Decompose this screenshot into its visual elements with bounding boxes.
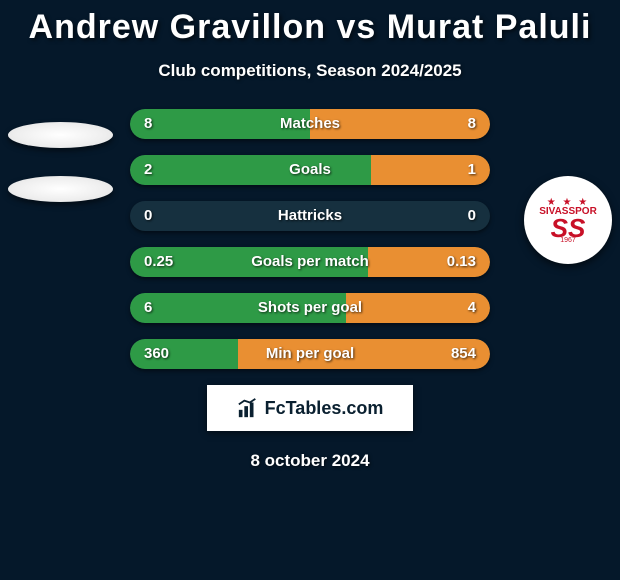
club-logo-text: SS <box>551 217 586 239</box>
player-left-badge-1 <box>8 122 113 148</box>
stat-label: Hattricks <box>130 201 490 231</box>
brand-badge: FcTables.com <box>207 385 413 431</box>
stats-container: 8Matches8 2Goals1 0Hattricks0 0.25Goals per… <box>130 109 490 369</box>
club-right-badge: ★ ★ ★ SIVASSPOR SS 1967 <box>524 176 612 264</box>
stat-value-right: 0 <box>468 201 476 231</box>
date-label: 8 october 2024 <box>0 451 620 471</box>
stat-row: 8Matches8 <box>130 109 490 139</box>
page-title: Andrew Gravillon vs Murat Paluli <box>0 0 620 47</box>
club-year: 1967 <box>560 237 576 244</box>
stat-row: 0Hattricks0 <box>130 201 490 231</box>
stat-value-right: 8 <box>468 109 476 139</box>
stat-row: 6Shots per goal4 <box>130 293 490 323</box>
stat-value-right: 0.13 <box>447 247 476 277</box>
stat-label: Goals <box>130 155 490 185</box>
chart-icon <box>237 397 259 419</box>
stat-value-right: 854 <box>451 339 476 369</box>
stat-value-right: 1 <box>468 155 476 185</box>
stat-row: 0.25Goals per match0.13 <box>130 247 490 277</box>
stat-value-right: 4 <box>468 293 476 323</box>
brand-text: FcTables.com <box>265 398 384 419</box>
stat-label: Matches <box>130 109 490 139</box>
subtitle: Club competitions, Season 2024/2025 <box>0 61 620 81</box>
stat-row: 2Goals1 <box>130 155 490 185</box>
stat-label: Shots per goal <box>130 293 490 323</box>
stat-label: Goals per match <box>130 247 490 277</box>
stat-label: Min per goal <box>130 339 490 369</box>
stat-row: 360Min per goal854 <box>130 339 490 369</box>
player-left-badge-2 <box>8 176 113 202</box>
